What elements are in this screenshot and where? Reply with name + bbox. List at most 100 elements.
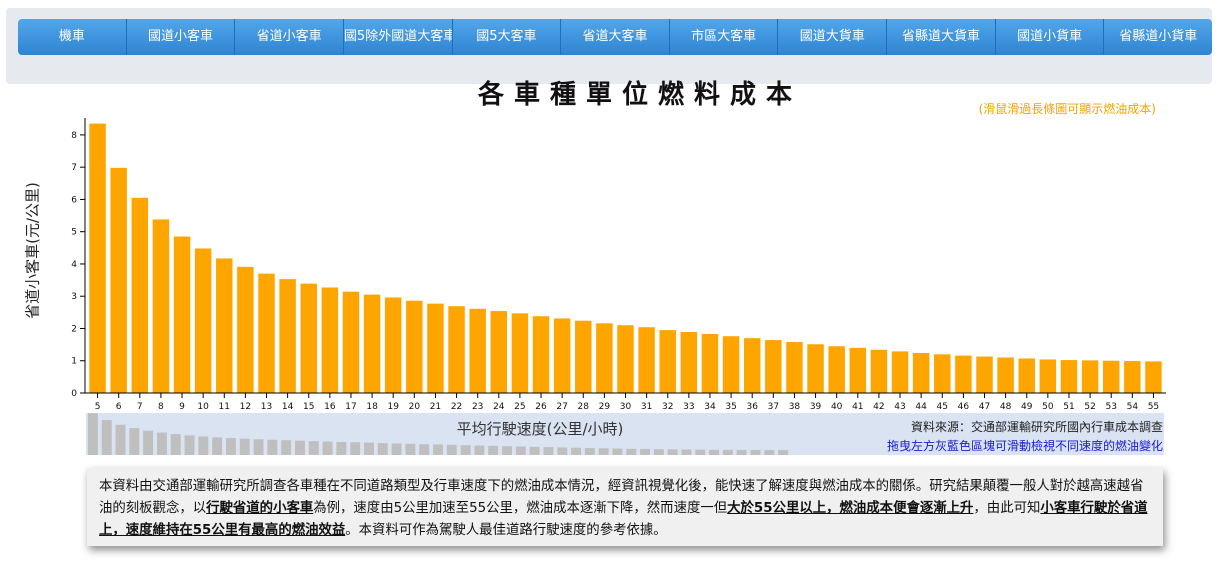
- vehicle-tab[interactable]: 市區大客車: [669, 19, 779, 55]
- bar[interactable]: [976, 356, 993, 393]
- bar[interactable]: [406, 300, 423, 393]
- bar[interactable]: [870, 349, 888, 393]
- mini-bar: [681, 449, 692, 455]
- bar[interactable]: [427, 303, 444, 393]
- x-tick-label: 19: [387, 402, 399, 412]
- mini-bar: [612, 448, 623, 455]
- bar[interactable]: [1060, 360, 1078, 393]
- mini-bar: [405, 443, 416, 455]
- x-tick-label: 24: [493, 402, 505, 412]
- x-tick-label: 23: [472, 402, 483, 412]
- bar[interactable]: [300, 283, 317, 393]
- x-tick-label: 7: [137, 402, 143, 412]
- description-text: 本資料由交通部運輸研究所調查各車種在不同道路類型及行車速度下的燃油成本情況，經資…: [99, 479, 1144, 516]
- bar[interactable]: [216, 258, 233, 393]
- bar[interactable]: [279, 279, 296, 393]
- bar[interactable]: [575, 320, 592, 393]
- mini-bar: [460, 445, 471, 455]
- brush-selection[interactable]: [86, 413, 1164, 455]
- mini-bar: [101, 420, 112, 455]
- bar[interactable]: [511, 313, 529, 393]
- bar[interactable]: [849, 347, 867, 393]
- bar[interactable]: [553, 318, 571, 393]
- vehicle-tab[interactable]: 機車: [18, 19, 127, 55]
- x-tick-label: 54: [1127, 402, 1139, 412]
- bar[interactable]: [384, 297, 402, 394]
- y-tick-label: 4: [71, 260, 77, 270]
- bar[interactable]: [258, 273, 275, 393]
- bar[interactable]: [448, 306, 465, 393]
- x-tick-label: 31: [641, 402, 652, 412]
- bar[interactable]: [912, 353, 930, 393]
- bar[interactable]: [955, 355, 972, 393]
- bar[interactable]: [934, 354, 951, 393]
- bar[interactable]: [89, 123, 106, 394]
- mini-bar: [557, 447, 568, 455]
- bar[interactable]: [680, 332, 698, 393]
- bar[interactable]: [659, 330, 676, 393]
- bar[interactable]: [596, 323, 613, 393]
- bar[interactable]: [469, 308, 486, 393]
- x-tick-label: 11: [219, 402, 230, 412]
- speed-brush[interactable]: [86, 413, 1164, 455]
- vehicle-tab[interactable]: 國5除外國道大客車: [343, 19, 453, 55]
- vehicle-tab[interactable]: 省道小客車: [235, 19, 344, 55]
- mini-bar: [778, 450, 789, 455]
- mini-bar: [543, 447, 554, 455]
- y-tick-label: 8: [71, 131, 77, 141]
- x-tick-label: 36: [746, 402, 758, 412]
- vehicle-tab[interactable]: 國道大貨車: [778, 19, 888, 55]
- y-tick-label: 0: [71, 389, 77, 399]
- bar[interactable]: [110, 167, 127, 393]
- bar[interactable]: [701, 333, 719, 393]
- x-tick-label: 43: [894, 402, 905, 412]
- mini-bar: [474, 445, 485, 455]
- vehicle-tab-bar: 機車 國道小客車 省道小客車 國5除外國道大客車 國5大客車 省道大客車 市區大客車 國道大貨…: [6, 8, 1213, 84]
- mini-bar: [640, 449, 651, 455]
- bar[interactable]: [997, 357, 1014, 393]
- bar[interactable]: [363, 294, 381, 393]
- hover-hint: (滑鼠滑過長條圖可顯示燃油成本): [978, 102, 1156, 116]
- vehicle-tab[interactable]: 國道小貨車: [995, 19, 1105, 55]
- mini-bar: [129, 428, 140, 455]
- bar[interactable]: [786, 342, 803, 393]
- bar[interactable]: [765, 340, 782, 393]
- bar[interactable]: [237, 266, 254, 393]
- vehicle-tab[interactable]: 國5大客車: [452, 19, 562, 55]
- bar[interactable]: [490, 311, 508, 393]
- bar[interactable]: [173, 236, 191, 393]
- bar[interactable]: [321, 287, 339, 394]
- bar[interactable]: [152, 219, 170, 393]
- x-axis-label: 平均行駛速度(公里/小時): [456, 420, 624, 438]
- mini-bar: [598, 448, 609, 455]
- mini-bar: [709, 449, 720, 455]
- bar[interactable]: [891, 351, 909, 393]
- bar[interactable]: [1145, 361, 1162, 393]
- bar[interactable]: [532, 316, 550, 393]
- bar[interactable]: [342, 291, 360, 393]
- bar[interactable]: [828, 346, 845, 393]
- mini-bar: [212, 437, 223, 455]
- bar[interactable]: [1039, 359, 1057, 393]
- bar[interactable]: [1081, 360, 1099, 393]
- bar[interactable]: [131, 197, 149, 393]
- bar[interactable]: [743, 338, 761, 393]
- description-text: 為例，速度由5公里加速至55公里，燃油成本逐漸下降，然而速度一但: [313, 501, 728, 516]
- bar[interactable]: [194, 248, 212, 393]
- bar[interactable]: [617, 325, 634, 393]
- vehicle-tab[interactable]: 省縣道大貨車: [887, 19, 996, 55]
- vehicle-tab[interactable]: 國道小客車: [126, 19, 236, 55]
- drag-hint: 拖曳左方灰藍色區塊可滑動檢視不同速度的燃油變化: [886, 439, 1163, 453]
- bar[interactable]: [638, 327, 655, 393]
- mini-bar: [764, 450, 775, 455]
- vehicle-tab[interactable]: 省縣道小貨車: [1104, 19, 1213, 55]
- bar[interactable]: [1018, 358, 1035, 393]
- x-tick-label: 34: [704, 402, 716, 412]
- bar[interactable]: [1102, 360, 1120, 393]
- bar[interactable]: [1124, 361, 1141, 393]
- bar[interactable]: [807, 344, 824, 393]
- x-tick-label: 39: [810, 402, 822, 412]
- bar[interactable]: [722, 336, 740, 393]
- vehicle-tab[interactable]: 省道大客車: [561, 19, 670, 55]
